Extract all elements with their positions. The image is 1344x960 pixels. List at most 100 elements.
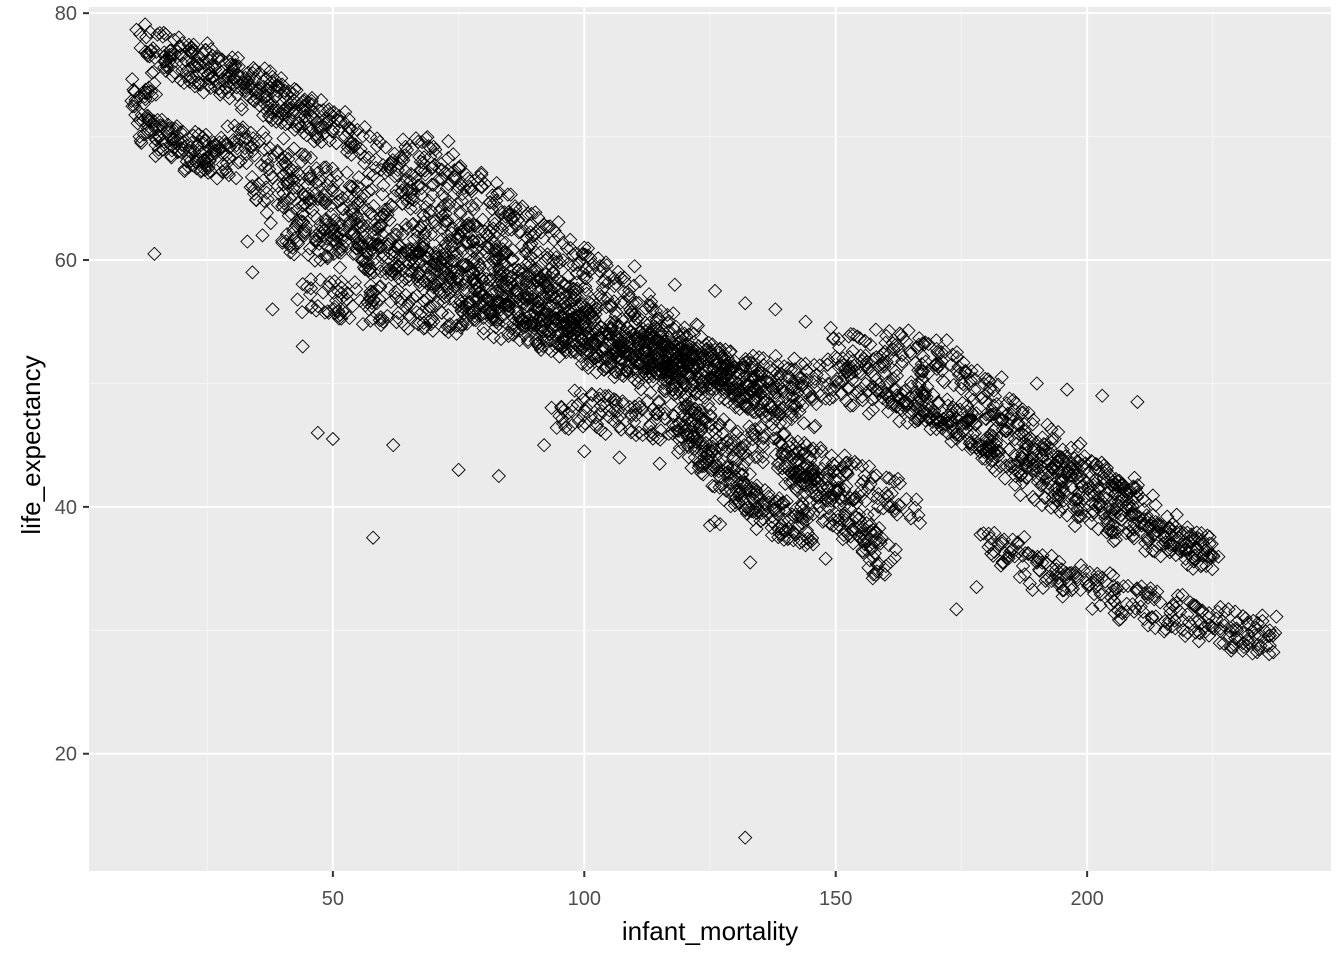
data-point (355, 252, 370, 268)
data-point (988, 434, 1004, 449)
data-point (745, 439, 760, 454)
data-point (1129, 581, 1145, 596)
data-point (1168, 519, 1184, 535)
data-point (142, 24, 158, 40)
data-point (887, 474, 902, 489)
data-point (461, 304, 476, 320)
data-point (861, 459, 877, 474)
data-point (744, 402, 759, 417)
data-point (1087, 572, 1102, 588)
data-point (1245, 646, 1260, 661)
data-point (658, 384, 673, 399)
data-point (613, 344, 628, 359)
data-point (371, 221, 386, 237)
data-point (629, 311, 644, 326)
data-point (501, 222, 516, 237)
data-point (489, 268, 504, 284)
data-point (1026, 412, 1041, 428)
data-point (1210, 604, 1225, 619)
data-point (212, 87, 228, 102)
data-point (964, 388, 979, 403)
data-point (1018, 452, 1033, 468)
data-point (718, 376, 733, 392)
data-point (829, 520, 844, 535)
data-point (1040, 452, 1056, 467)
data-point (638, 301, 654, 316)
data-point (852, 511, 867, 526)
data-point (580, 346, 595, 362)
data-point (660, 366, 675, 381)
data-point (451, 160, 466, 175)
data-point (511, 310, 526, 326)
data-point (909, 492, 924, 507)
data-point (519, 230, 534, 245)
data-point (1071, 439, 1086, 454)
data-point (298, 112, 314, 127)
data-point (338, 129, 353, 144)
data-point (805, 392, 821, 407)
data-point (325, 180, 340, 195)
data-point (912, 331, 927, 346)
data-point (484, 285, 499, 300)
data-point (453, 317, 469, 332)
data-point (146, 64, 161, 79)
data-point (1040, 470, 1055, 485)
data-point (921, 336, 936, 352)
data-point (425, 271, 441, 286)
data-point (257, 142, 272, 157)
data-point (712, 345, 727, 360)
data-point (285, 114, 300, 129)
data-point (653, 432, 668, 447)
data-point (781, 531, 797, 546)
data-point (859, 355, 874, 370)
data-point (405, 182, 420, 197)
data-point (738, 503, 753, 518)
data-point (312, 236, 327, 252)
data-point (382, 232, 397, 247)
data-point (401, 242, 416, 257)
data-point (579, 282, 594, 297)
data-point (641, 344, 656, 359)
data-point (288, 218, 304, 233)
data-point (628, 408, 644, 423)
data-point (391, 156, 407, 171)
data-point (719, 444, 734, 459)
data-point (318, 211, 334, 227)
data-point (241, 72, 256, 87)
data-point (914, 357, 929, 372)
data-point (373, 310, 388, 325)
data-point (309, 161, 324, 176)
data-point (736, 457, 751, 472)
data-point (754, 395, 770, 411)
data-point (989, 443, 1004, 458)
data-point (561, 295, 577, 311)
data-point (599, 299, 614, 315)
data-point (138, 91, 153, 107)
data-point (1202, 529, 1217, 545)
data-point (592, 391, 607, 406)
data-point (164, 47, 179, 62)
data-point (453, 320, 468, 335)
data-point (800, 536, 815, 551)
data-point (766, 431, 781, 446)
data-point (413, 219, 428, 235)
data-point (622, 422, 638, 437)
data-point (398, 191, 414, 206)
data-point (945, 414, 960, 429)
data-point (1035, 430, 1050, 445)
data-point (801, 384, 816, 399)
data-point (983, 531, 998, 546)
data-point (919, 389, 934, 405)
data-point (151, 142, 166, 157)
data-point (1246, 613, 1261, 629)
data-point (874, 359, 889, 375)
data-point (314, 191, 329, 206)
data-point (229, 138, 244, 153)
data-point (625, 296, 640, 311)
data-point (363, 278, 378, 293)
data-point (552, 255, 567, 270)
data-point (343, 212, 359, 228)
data-point (893, 498, 908, 513)
data-point (1149, 517, 1164, 532)
data-point (289, 104, 304, 119)
